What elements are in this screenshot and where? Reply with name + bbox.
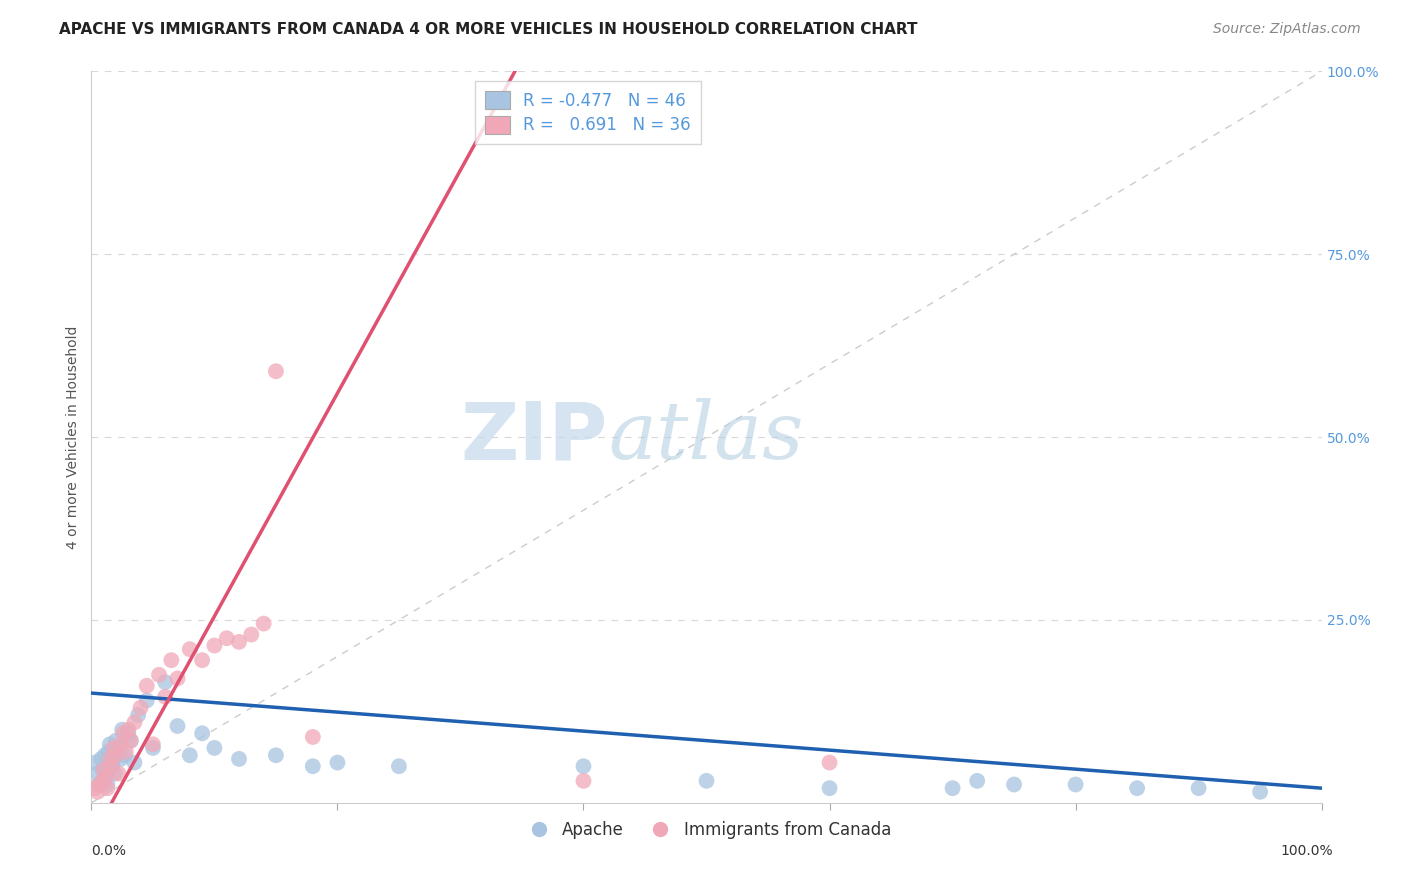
Point bbox=[148, 667, 170, 681]
Point bbox=[98, 737, 121, 751]
Point bbox=[105, 733, 127, 747]
Point bbox=[135, 679, 157, 693]
Point bbox=[264, 748, 287, 763]
Point bbox=[301, 759, 323, 773]
Point bbox=[253, 616, 276, 631]
Point bbox=[818, 781, 841, 796]
Point bbox=[105, 748, 127, 763]
Point bbox=[1249, 785, 1271, 799]
Point bbox=[90, 752, 112, 766]
Point bbox=[1002, 778, 1025, 792]
Point bbox=[114, 748, 136, 763]
Point bbox=[142, 737, 165, 751]
Y-axis label: 4 or more Vehicles in Household: 4 or more Vehicles in Household bbox=[66, 326, 80, 549]
Point bbox=[117, 723, 139, 737]
Point bbox=[572, 773, 595, 788]
Point bbox=[695, 773, 717, 788]
Point bbox=[191, 653, 214, 667]
Text: atlas: atlas bbox=[607, 399, 803, 475]
Point bbox=[96, 766, 117, 780]
Point bbox=[818, 756, 841, 770]
Point bbox=[153, 690, 177, 704]
Point bbox=[166, 719, 188, 733]
Point bbox=[117, 726, 139, 740]
Text: ZIP: ZIP bbox=[461, 398, 607, 476]
Point bbox=[110, 737, 132, 751]
Text: Source: ZipAtlas.com: Source: ZipAtlas.com bbox=[1213, 22, 1361, 37]
Point bbox=[135, 693, 157, 707]
Point bbox=[202, 740, 225, 755]
Point bbox=[215, 632, 238, 646]
Point bbox=[91, 773, 114, 788]
Text: APACHE VS IMMIGRANTS FROM CANADA 4 OR MORE VEHICLES IN HOUSEHOLD CORRELATION CHA: APACHE VS IMMIGRANTS FROM CANADA 4 OR MO… bbox=[59, 22, 918, 37]
Point bbox=[264, 364, 287, 378]
Point bbox=[96, 770, 117, 784]
Point bbox=[1126, 781, 1149, 796]
Point bbox=[572, 759, 595, 773]
Point bbox=[97, 745, 120, 759]
Point bbox=[86, 785, 108, 799]
Point bbox=[103, 752, 125, 766]
Point bbox=[1187, 781, 1209, 796]
Point bbox=[301, 730, 323, 744]
Text: 100.0%: 100.0% bbox=[1281, 844, 1333, 857]
Point bbox=[91, 763, 114, 777]
Point bbox=[240, 627, 263, 641]
Point bbox=[84, 781, 107, 796]
Point bbox=[107, 740, 129, 755]
Point bbox=[104, 766, 127, 780]
Point bbox=[228, 635, 250, 649]
Point bbox=[228, 752, 250, 766]
Point bbox=[110, 752, 132, 766]
Point bbox=[93, 773, 115, 788]
Point bbox=[107, 766, 129, 780]
Point bbox=[124, 756, 146, 770]
Point bbox=[93, 763, 115, 777]
Point bbox=[111, 723, 134, 737]
Point bbox=[112, 726, 135, 740]
Point bbox=[388, 759, 411, 773]
Point bbox=[94, 748, 117, 763]
Point bbox=[1064, 778, 1087, 792]
Point bbox=[166, 672, 188, 686]
Point bbox=[100, 759, 122, 773]
Point bbox=[96, 778, 118, 792]
Point bbox=[86, 766, 108, 780]
Point bbox=[98, 752, 121, 766]
Point bbox=[179, 748, 201, 763]
Point bbox=[179, 642, 201, 657]
Point bbox=[103, 740, 125, 755]
Legend: Apache, Immigrants from Canada: Apache, Immigrants from Canada bbox=[515, 814, 898, 846]
Point bbox=[941, 781, 963, 796]
Point bbox=[87, 778, 110, 792]
Point bbox=[142, 740, 165, 755]
Point bbox=[191, 726, 214, 740]
Point bbox=[100, 756, 122, 770]
Point bbox=[101, 759, 124, 773]
Point bbox=[114, 745, 138, 759]
Point bbox=[96, 781, 118, 796]
Point bbox=[120, 733, 142, 747]
Point bbox=[127, 708, 149, 723]
Point bbox=[84, 756, 107, 770]
Point bbox=[202, 639, 225, 653]
Point bbox=[160, 653, 183, 667]
Point bbox=[153, 675, 177, 690]
Point bbox=[129, 700, 152, 714]
Point bbox=[326, 756, 349, 770]
Point bbox=[124, 715, 146, 730]
Point bbox=[966, 773, 988, 788]
Text: 0.0%: 0.0% bbox=[91, 844, 127, 857]
Point bbox=[120, 733, 142, 747]
Point bbox=[89, 778, 111, 792]
